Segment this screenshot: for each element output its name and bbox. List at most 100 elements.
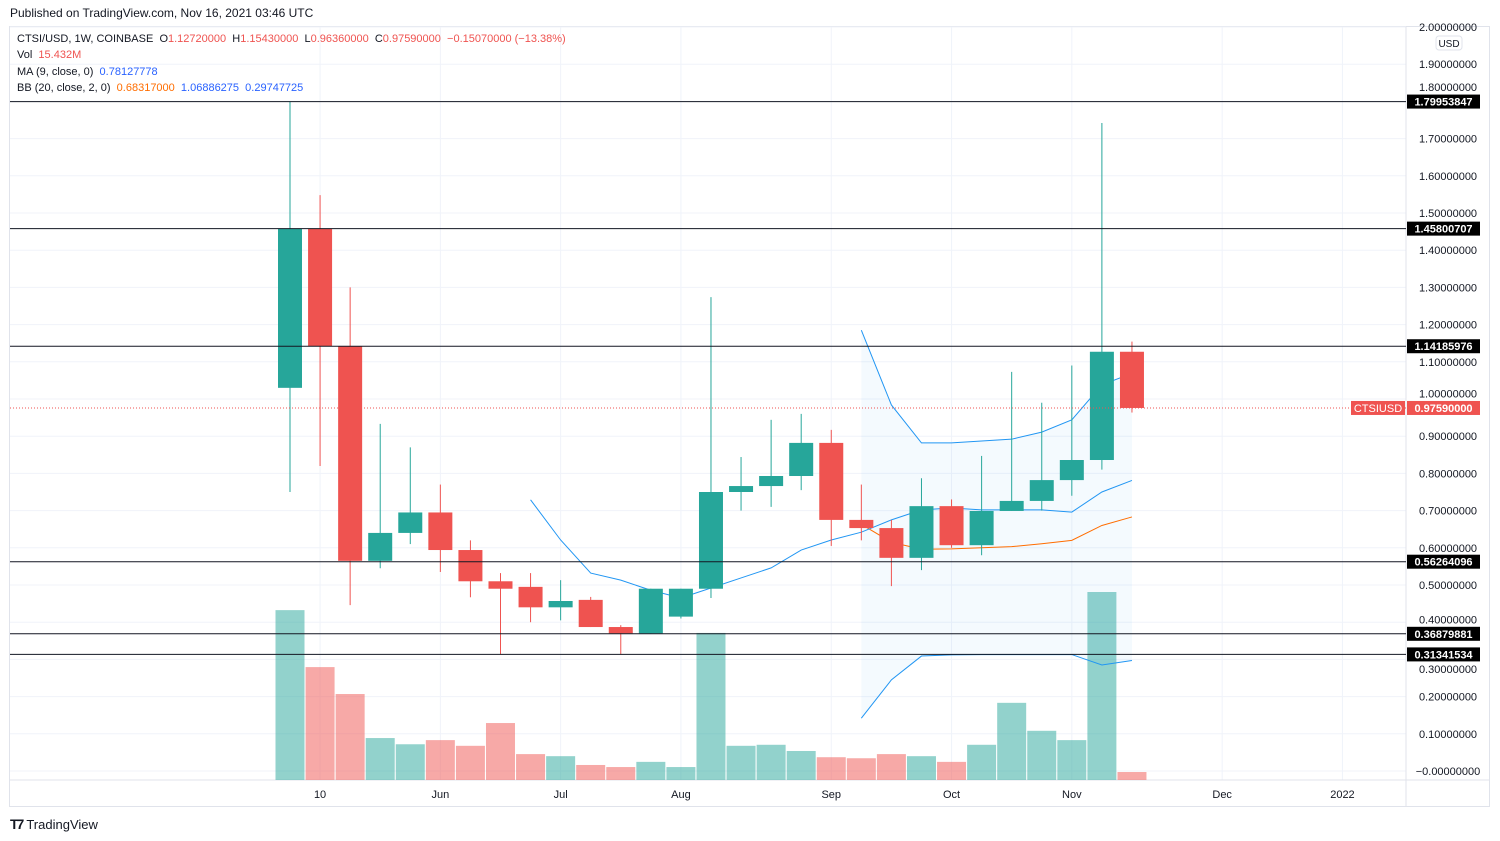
x-tick-label: 2022 (1330, 789, 1354, 801)
candle-body (488, 581, 513, 589)
volume-bar (275, 610, 305, 780)
candle-body (1029, 480, 1054, 501)
candle-body (999, 500, 1024, 511)
level-price-tag (1407, 647, 1480, 662)
high-value: 1.15430000 (240, 33, 299, 45)
volume-bar (1117, 772, 1147, 780)
y-tick-label: 0.10000000 (1419, 729, 1477, 741)
volume-bar (786, 750, 816, 780)
candle-body (368, 532, 393, 561)
y-tick-label: 0.30000000 (1419, 664, 1477, 676)
y-tick-label: 0.50000000 (1419, 580, 1477, 592)
volume-bar (425, 740, 455, 780)
volume-bar (816, 757, 846, 780)
symbol-tag (1351, 400, 1405, 415)
candle-body (759, 476, 784, 487)
last-price-label: 0.97590000 (1414, 403, 1472, 415)
y-tick-label: 1.90000000 (1419, 59, 1477, 71)
candle-body (578, 599, 603, 628)
bb-upper-value: 1.06886275 (180, 82, 240, 94)
volume-bar (606, 767, 636, 780)
volume-bar (516, 754, 546, 780)
candle-body (698, 492, 723, 589)
volume-bar (395, 744, 425, 780)
y-tick-label: 0.60000000 (1419, 543, 1477, 555)
volume-bar (1057, 740, 1087, 780)
volume-bar (876, 754, 906, 780)
candle-body (398, 512, 423, 533)
vol-label: Vol (17, 49, 33, 61)
bb-lower-value: 0.29747725 (245, 82, 304, 94)
x-tick-label: Jul (554, 789, 568, 801)
level-price-tag (1407, 626, 1480, 641)
bb-basis-value: 0.68317000 (116, 82, 175, 94)
bb-band-fill (861, 330, 1132, 719)
volume-bar (636, 761, 666, 780)
volume-bar (696, 632, 726, 780)
open-label: O (159, 33, 168, 45)
high-label: H (232, 33, 241, 45)
level-price-label: 1.79953847 (1414, 97, 1472, 109)
candle-body (668, 588, 693, 617)
candle-body (1119, 351, 1144, 408)
y-tick-label: 2.00000000 (1419, 22, 1477, 34)
low-label: L (304, 33, 311, 45)
level-price-tag (1407, 554, 1480, 569)
volume-bar (485, 723, 515, 780)
legend-bb[interactable]: BB (20, close, 2, 0) 0.68317000 1.068862… (17, 82, 303, 94)
footer-brand[interactable]: TradingView (26, 816, 98, 832)
y-tick-label: 1.60000000 (1419, 171, 1477, 183)
volume-bar (726, 745, 756, 780)
y-tick-label: −0.00000000 (1416, 766, 1481, 778)
footer: T7 TradingView (10, 816, 98, 832)
change-value: −0.15070000 (−13.38%) (447, 33, 566, 45)
y-tick-label: 0.90000000 (1419, 431, 1477, 443)
bb-upper-line (860, 329, 1133, 444)
symbol-tag-label: CTSIUSD (1354, 403, 1402, 415)
volume-bar (967, 744, 997, 780)
currency-badge (1435, 35, 1463, 51)
candle-body (1089, 351, 1114, 461)
bb-basis-line (861, 516, 1133, 550)
bb-label: BB (20, close, 2, 0) (17, 82, 111, 94)
y-tick-label: 1.10000000 (1419, 357, 1477, 369)
level-price-tag (1407, 94, 1480, 109)
y-tick-label: 0.40000000 (1419, 614, 1477, 626)
y-tick-label: 1.80000000 (1419, 82, 1477, 94)
volume-bar (846, 758, 876, 780)
candle-body (729, 486, 754, 492)
currency-label: USD (1438, 39, 1459, 50)
y-tick-label: 1.40000000 (1419, 245, 1477, 257)
y-tick-label: 0.20000000 (1419, 692, 1477, 704)
published-note: Published on TradingView.com, Nov 16, 20… (10, 6, 314, 20)
tradingview-logo-icon: T7 (10, 816, 24, 832)
y-tick-label: 1.00000000 (1419, 388, 1477, 400)
y-tick-label: 0.80000000 (1419, 468, 1477, 480)
y-tick-label: 1.70000000 (1419, 134, 1477, 146)
x-tick-label: 10 (314, 789, 326, 801)
candle-body (819, 442, 844, 520)
candle-body (939, 506, 964, 546)
candle-body (278, 228, 302, 388)
candle-body (849, 519, 874, 529)
legend-symbol[interactable]: CTSI/USD, 1W, COINBASE (17, 33, 154, 45)
candle-body (338, 346, 363, 561)
candle-body (789, 442, 814, 477)
x-tick-label: Oct (943, 789, 960, 801)
y-tick-label: 0.70000000 (1419, 506, 1477, 518)
candle-body (548, 600, 573, 608)
candle-body (879, 528, 904, 558)
candle-body (638, 588, 663, 634)
candle-body (458, 550, 483, 582)
volume-bar (335, 694, 365, 780)
legend-ma[interactable]: MA (9, close, 0) 0.78127778 (17, 66, 158, 78)
volume-bar (365, 738, 395, 780)
level-price-tag (1407, 339, 1480, 354)
volume-bar (455, 745, 485, 780)
x-tick-label: Nov (1062, 789, 1082, 801)
volume-bar (1027, 730, 1057, 780)
open-value: 1.12720000 (168, 33, 227, 45)
x-tick-label: Jun (431, 789, 449, 801)
legend-volume[interactable]: Vol 15.432M (17, 49, 81, 61)
